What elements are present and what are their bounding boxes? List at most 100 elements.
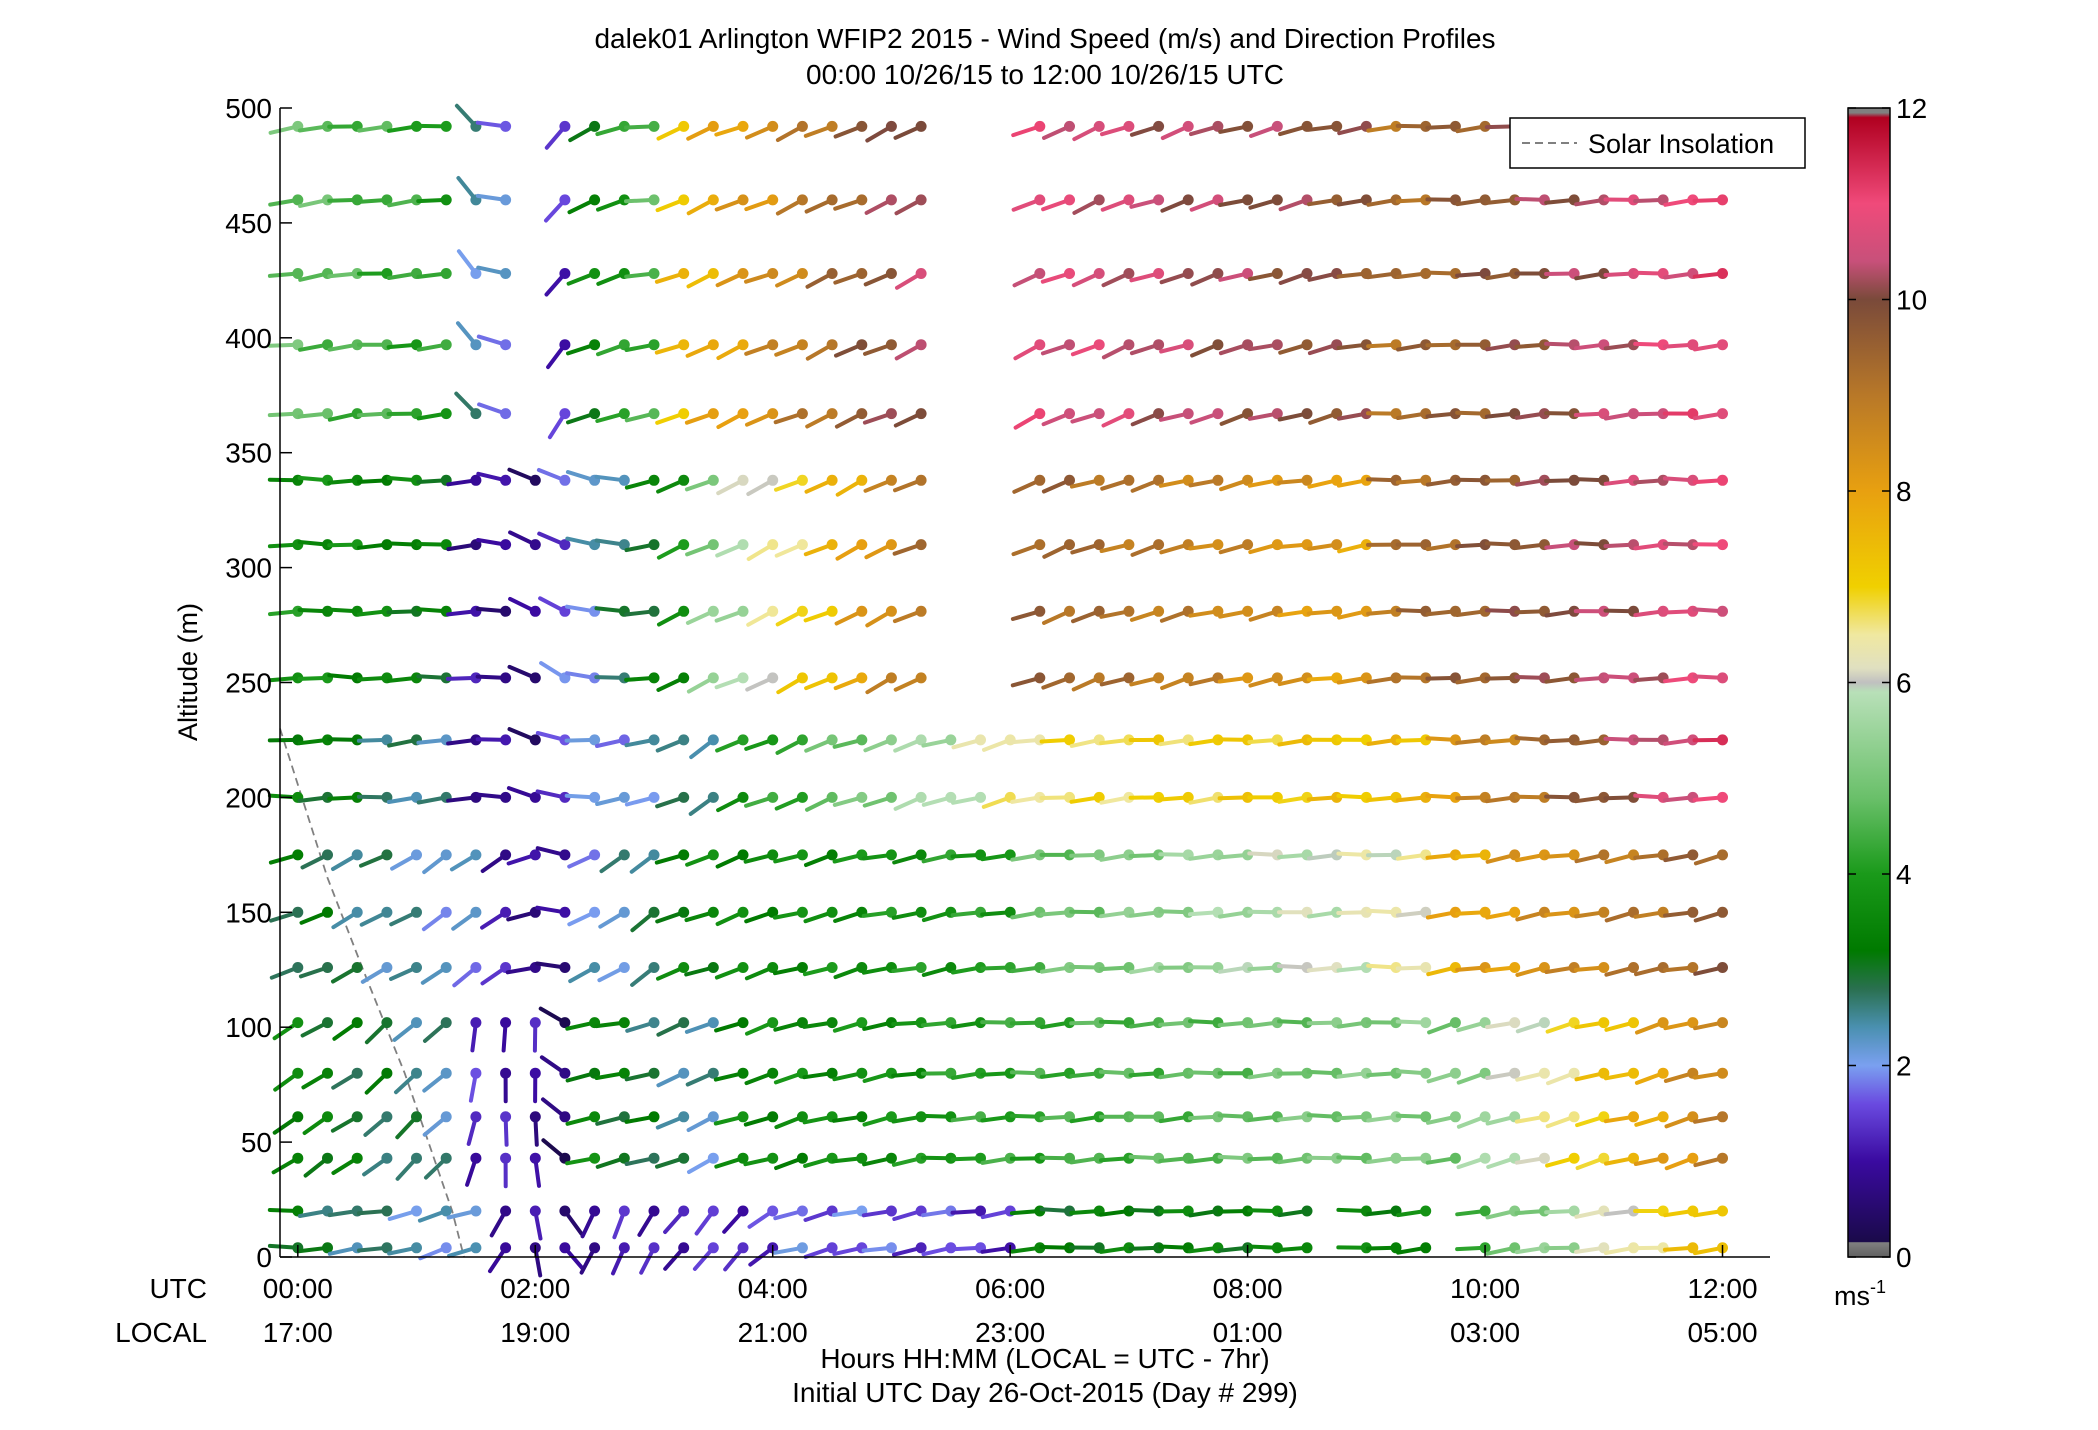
wind-barb-head (470, 339, 481, 350)
wind-barb-head (470, 962, 481, 973)
x-axis-label-line2: Initial UTC Day 26-Oct-2015 (Day # 299) (792, 1377, 1298, 1408)
wind-barb-head (500, 734, 511, 745)
wind-barb-head (916, 268, 927, 279)
wind-barb-head (1598, 962, 1609, 973)
wind-barb-head (1064, 539, 1075, 550)
wind-barb-head (649, 539, 660, 550)
wind-barb-head (1183, 408, 1194, 419)
wind-barb-head (381, 1111, 392, 1122)
wind-barb-head (1687, 849, 1698, 860)
wind-barb-head (856, 121, 867, 132)
wind-barb-head (292, 1153, 303, 1164)
wind-barb-head (1153, 539, 1164, 550)
wind-barb-head (559, 1068, 570, 1079)
wind-barb-head (886, 1242, 897, 1253)
wind-barb-head (1034, 539, 1045, 550)
wind-barb-head (886, 1153, 897, 1164)
wind-barb-head (1480, 1111, 1491, 1122)
wind-barb-head (470, 1017, 481, 1028)
wind-barb-head (1539, 1068, 1550, 1079)
y-tick-label: 300 (225, 553, 272, 584)
wind-barb-head (1539, 1017, 1550, 1028)
wind-barb-head (1717, 1153, 1728, 1164)
wind-barb-head (619, 475, 630, 486)
wind-barb-head (559, 1206, 570, 1217)
wind-barb-head (916, 606, 927, 617)
wind-barb-head (708, 907, 719, 918)
wind-barb-head (1480, 1206, 1491, 1217)
wind-barb-head (1331, 121, 1342, 132)
wind-barb-head (530, 1111, 541, 1122)
wind-barb-head (1064, 672, 1075, 683)
wind-barb-head (559, 849, 570, 860)
wind-barb-head (530, 1153, 541, 1164)
wind-barb-head (1123, 339, 1134, 350)
wind-barb-head (441, 1206, 452, 1217)
wind-barb-head (886, 194, 897, 205)
wind-barb-head (619, 907, 630, 918)
wind-barb-head (797, 1206, 808, 1217)
colorbar-tick-label: 2 (1896, 1051, 1912, 1082)
wind-barb-head (1331, 606, 1342, 617)
wind-barb-head (856, 475, 867, 486)
wind-barb-head (470, 1068, 481, 1079)
wind-barb-head (559, 408, 570, 419)
wind-barb-head (1717, 539, 1728, 550)
wind-barb-head (678, 1017, 689, 1028)
wind-barb-head (1302, 408, 1313, 419)
wind-barb-head (945, 734, 956, 745)
wind-barb-head (797, 672, 808, 683)
wind-barb-head (559, 475, 570, 486)
wind-barb-head (1242, 194, 1253, 205)
colorbar-tick-label: 4 (1896, 859, 1912, 890)
wind-barb-head (559, 1242, 570, 1253)
wind-barb-head (797, 408, 808, 419)
colorbar-tick-label: 0 (1896, 1242, 1912, 1273)
wind-barb-head (1598, 1017, 1609, 1028)
wind-barb-head (1183, 121, 1194, 132)
wind-barb-head (322, 1068, 333, 1079)
wind-barb-head (767, 1017, 778, 1028)
wind-barb-head (500, 672, 511, 683)
wind-barb-head (1509, 1068, 1520, 1079)
wind-barb-head (589, 792, 600, 803)
wind-barb-head (1242, 121, 1253, 132)
wind-barb-head (827, 962, 838, 973)
wind-barb-head (916, 408, 927, 419)
wind-barb-head (1450, 1017, 1461, 1028)
wind-barb-head (1123, 194, 1134, 205)
wind-barb-head (767, 1111, 778, 1122)
wind-barb-head (827, 194, 838, 205)
wind-barb-head (708, 1206, 719, 1217)
wind-barb-head (441, 1068, 452, 1079)
y-axis-label: Altitude (m) (173, 603, 203, 741)
wind-barb-head (797, 339, 808, 350)
wind-barb-head (500, 121, 511, 132)
wind-barb-head (649, 121, 660, 132)
wind-barb-head (767, 672, 778, 683)
wind-barb-head (797, 194, 808, 205)
wind-barb-head (411, 1153, 422, 1164)
y-tick-label: 200 (225, 782, 272, 813)
y-tick-label: 100 (225, 1012, 272, 1043)
colorbar-unit: ms-1 (1834, 1277, 1886, 1311)
wind-barb-head (1094, 121, 1105, 132)
wind-barb-head (916, 194, 927, 205)
wind-barb-head (1628, 962, 1639, 973)
wind-barb-head (767, 1153, 778, 1164)
wind-barb-head (886, 339, 897, 350)
wind-barb-head (1153, 339, 1164, 350)
wind-barb-head (559, 268, 570, 279)
wind-barb-head (678, 849, 689, 860)
x-tick-label-local: 05:00 (1687, 1317, 1757, 1348)
wind-barb-head (1302, 1206, 1313, 1217)
wind-barb-head (500, 1153, 511, 1164)
wind-barb-head (738, 1111, 749, 1122)
wind-barb-head (441, 339, 452, 350)
wind-barb-head (678, 672, 689, 683)
wind-barb-head (1569, 849, 1580, 860)
wind-barb-head (1034, 475, 1045, 486)
wind-barb-head (322, 1111, 333, 1122)
wind-barb-head (1717, 268, 1728, 279)
wind-barb-head (1658, 1068, 1669, 1079)
